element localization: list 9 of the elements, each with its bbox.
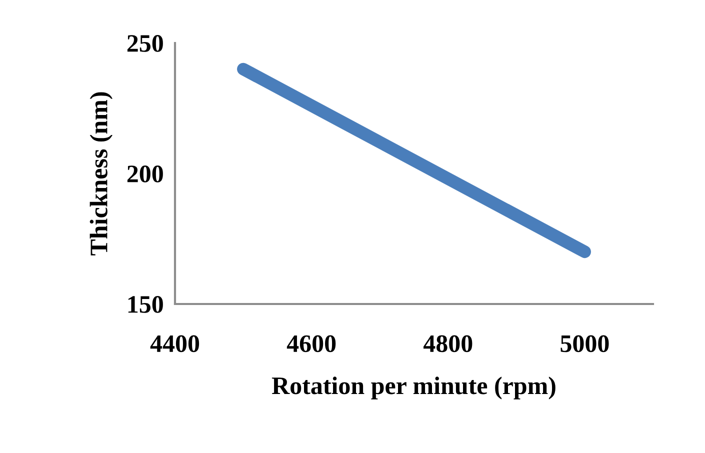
- x-tick-label: 4400: [150, 335, 200, 352]
- y-tick-label: 150: [128, 296, 163, 313]
- y-axis-title: Thickness (nm): [90, 92, 112, 256]
- y-tick-label: 250: [127, 35, 163, 52]
- y-tick-label: 200: [127, 166, 163, 182]
- x-tick-label: 4600: [286, 335, 336, 352]
- x-tick-label: 5000: [560, 335, 609, 352]
- x-tick-label: 4800: [423, 335, 472, 352]
- x-axis-title: Rotation per minute (rpm): [272, 376, 556, 400]
